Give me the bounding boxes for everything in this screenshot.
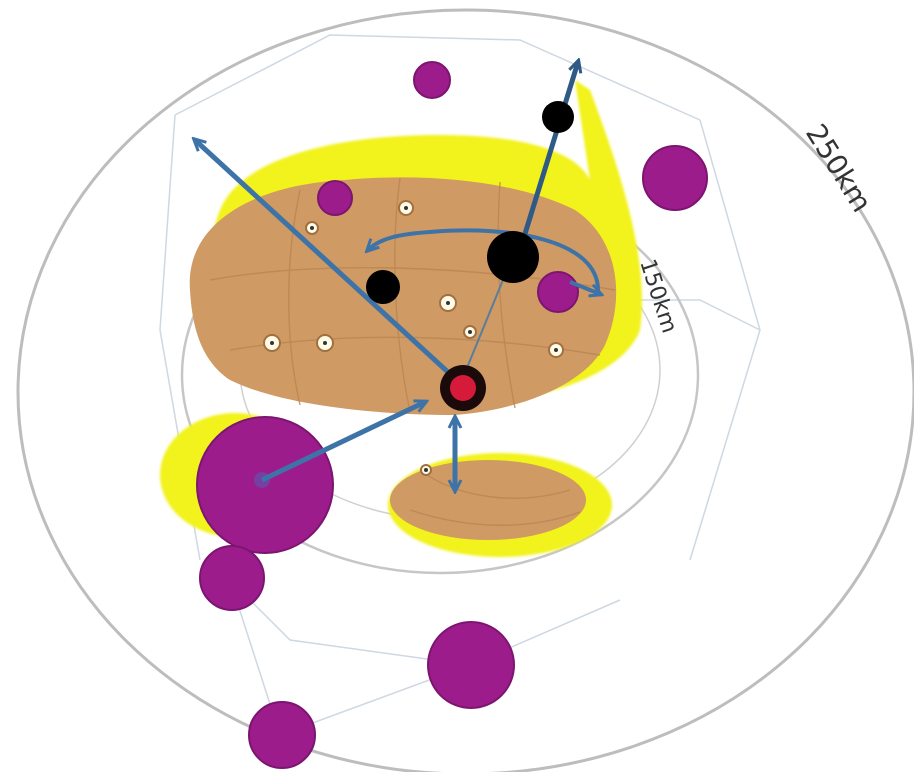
white-dot (305, 221, 319, 235)
arrow-northwest (195, 140, 464, 387)
black-node-left (366, 270, 400, 304)
outer-range-ring (16, 8, 914, 772)
arrow-from-large-purple (260, 402, 425, 483)
contour-line (409, 509, 581, 526)
curved-arc-arrow-right-tip (569, 280, 600, 294)
arrow-north-to-top (517, 62, 578, 251)
purple-circles (196, 61, 708, 769)
curved-arc-arrow (368, 228, 601, 293)
network-line (174, 34, 701, 121)
white-dot (316, 334, 334, 352)
black-node-top (542, 101, 574, 133)
black-node-large (487, 231, 539, 283)
purple-circle-top (413, 61, 451, 99)
direction-arrows (195, 62, 578, 490)
lower-tan-zone (390, 460, 586, 540)
contour-line (497, 181, 516, 409)
purple-circle-bottom (427, 621, 515, 709)
purple-circle-near-center (537, 271, 579, 313)
white-dot (420, 464, 432, 476)
contour-line (288, 189, 301, 406)
black-nodes (366, 101, 574, 304)
outer-ring-label: 250km (799, 118, 878, 218)
white-dot (463, 325, 477, 339)
white-dot (398, 200, 414, 216)
purple-circle-right (642, 145, 708, 211)
purple-circle-lower-left (199, 545, 265, 611)
contour-line (419, 469, 571, 499)
center-node (450, 375, 476, 401)
purple-circle-small-tan (317, 180, 353, 216)
white-dots (263, 200, 564, 476)
white-dot (548, 342, 564, 358)
white-dot (439, 294, 457, 312)
white-dot (263, 334, 281, 352)
purple-circle-bottom-left (248, 701, 316, 769)
